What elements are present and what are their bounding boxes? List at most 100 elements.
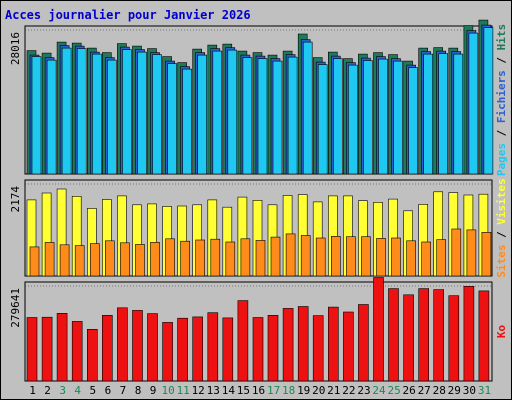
bar-pages-day-7 xyxy=(122,49,132,175)
x-tick-label-day-23: 23 xyxy=(357,384,370,397)
bar-sites-day-15 xyxy=(240,238,251,277)
bar-bandwidth-day-22 xyxy=(343,311,354,382)
x-tick-label-day-5: 5 xyxy=(89,384,96,397)
bar-bandwidth-day-7 xyxy=(117,307,128,382)
panel-traffic-ymax-label: 28016 xyxy=(9,32,22,65)
bar-sites-day-30 xyxy=(466,229,477,277)
ylabel-part: Hits xyxy=(495,24,508,51)
bar-sites-day-26 xyxy=(406,240,416,277)
bar-pages-day-13 xyxy=(212,50,223,175)
ylabel-part: / xyxy=(495,123,508,143)
x-tick-label-day-16: 16 xyxy=(252,384,265,397)
bar-bandwidth-day-11 xyxy=(177,317,188,382)
bar-pages-day-8 xyxy=(137,51,147,175)
bar-pages-day-18 xyxy=(287,56,298,175)
x-tick-label-day-11: 11 xyxy=(177,384,190,397)
bar-sites-day-5 xyxy=(90,243,100,277)
x-tick-label-day-15: 15 xyxy=(237,384,250,397)
bar-bandwidth-day-24 xyxy=(373,277,384,382)
bar-pages-day-19 xyxy=(302,41,313,175)
ylabel-part: / xyxy=(495,50,508,70)
bar-sites-day-24 xyxy=(376,238,386,277)
bar-pages-day-10 xyxy=(167,63,177,175)
bar-pages-day-9 xyxy=(152,54,162,175)
bar-pages-day-26 xyxy=(408,67,418,175)
bar-bandwidth-day-14 xyxy=(222,317,234,382)
bar-bandwidth-day-20 xyxy=(312,315,324,382)
bar-pages-day-30 xyxy=(468,32,479,175)
x-tick-label-day-22: 22 xyxy=(342,384,355,397)
bar-pages-day-31 xyxy=(483,27,494,175)
bar-pages-day-29 xyxy=(453,53,464,175)
bar-pages-day-3 xyxy=(61,47,72,175)
ylabel-part: Pages xyxy=(495,143,508,176)
bar-bandwidth-day-15 xyxy=(237,300,249,382)
x-tick-label-day-19: 19 xyxy=(297,384,310,397)
x-tick-label-day-27: 27 xyxy=(418,384,431,397)
bar-pages-day-28 xyxy=(438,53,449,175)
x-tick-label-day-12: 12 xyxy=(192,384,205,397)
bar-bandwidth-day-21 xyxy=(327,306,339,382)
bar-pages-day-2 xyxy=(46,59,57,175)
panel-traffic-ylabel: Pages / Fichiers / Hits xyxy=(495,24,508,176)
x-tick-label-day-18: 18 xyxy=(282,384,295,397)
bar-sites-day-8 xyxy=(135,244,145,277)
bar-bandwidth-day-9 xyxy=(147,313,158,382)
bar-sites-day-25 xyxy=(391,237,401,277)
bar-sites-day-20 xyxy=(315,237,326,277)
bar-bandwidth-day-17 xyxy=(267,314,279,382)
x-tick-label-day-17: 17 xyxy=(267,384,280,397)
bar-bandwidth-day-31 xyxy=(478,290,490,382)
x-tick-label-day-9: 9 xyxy=(150,384,157,397)
ylabel-part: Sites xyxy=(495,245,508,278)
bar-pages-day-25 xyxy=(393,60,403,175)
x-tick-label-day-24: 24 xyxy=(372,384,386,397)
x-tick-label-day-7: 7 xyxy=(120,384,127,397)
bar-sites-day-3 xyxy=(59,244,70,277)
x-tick-label-day-2: 2 xyxy=(44,384,51,397)
panel-bandwidth-ylabel: Ko xyxy=(495,325,508,339)
bar-pages-day-27 xyxy=(423,53,434,175)
panel-visitors-ymax-label: 2174 xyxy=(9,186,22,213)
bar-bandwidth-day-1 xyxy=(26,317,38,382)
panel-visitors-ylabel: Sites / Visites xyxy=(495,178,508,277)
bar-sites-day-16 xyxy=(255,240,266,277)
bar-pages-day-22 xyxy=(348,64,358,175)
bar-sites-day-21 xyxy=(330,236,341,277)
x-tick-label-day-29: 29 xyxy=(448,384,461,397)
bar-bandwidth-day-23 xyxy=(358,304,369,382)
bar-sites-day-18 xyxy=(285,233,296,277)
bar-sites-day-17 xyxy=(270,236,281,277)
bar-sites-day-27 xyxy=(421,241,432,277)
bar-bandwidth-day-18 xyxy=(282,308,294,382)
bar-pages-day-12 xyxy=(197,54,207,175)
bar-pages-day-6 xyxy=(107,59,117,175)
bar-pages-day-14 xyxy=(227,49,238,175)
bar-bandwidth-day-26 xyxy=(403,294,414,382)
bar-sites-day-23 xyxy=(361,236,371,277)
bar-sites-day-11 xyxy=(180,240,190,277)
bar-sites-day-10 xyxy=(165,238,175,277)
bar-bandwidth-day-5 xyxy=(87,328,98,382)
x-tick-label-day-25: 25 xyxy=(387,384,400,397)
bar-pages-day-21 xyxy=(332,58,343,175)
bar-sites-day-7 xyxy=(120,242,130,277)
x-tick-label-day-3: 3 xyxy=(59,384,66,397)
x-tick-label-day-30: 30 xyxy=(463,384,476,397)
bar-bandwidth-day-27 xyxy=(418,288,430,382)
x-tick-label-day-6: 6 xyxy=(105,384,112,397)
bar-pages-day-20 xyxy=(317,64,328,175)
bar-pages-day-4 xyxy=(76,48,87,175)
bar-sites-day-19 xyxy=(300,235,311,277)
bar-sites-day-12 xyxy=(195,239,205,277)
x-tick-label-day-4: 4 xyxy=(74,384,81,397)
bar-pages-day-16 xyxy=(257,58,268,175)
x-tick-label-day-31: 31 xyxy=(478,384,491,397)
bar-bandwidth-day-10 xyxy=(162,322,173,382)
x-tick-label-day-13: 13 xyxy=(207,384,220,397)
bar-sites-day-9 xyxy=(150,242,160,277)
bar-bandwidth-day-4 xyxy=(71,321,83,382)
bar-pages-day-1 xyxy=(31,56,42,175)
x-tick-label-day-28: 28 xyxy=(433,384,446,397)
